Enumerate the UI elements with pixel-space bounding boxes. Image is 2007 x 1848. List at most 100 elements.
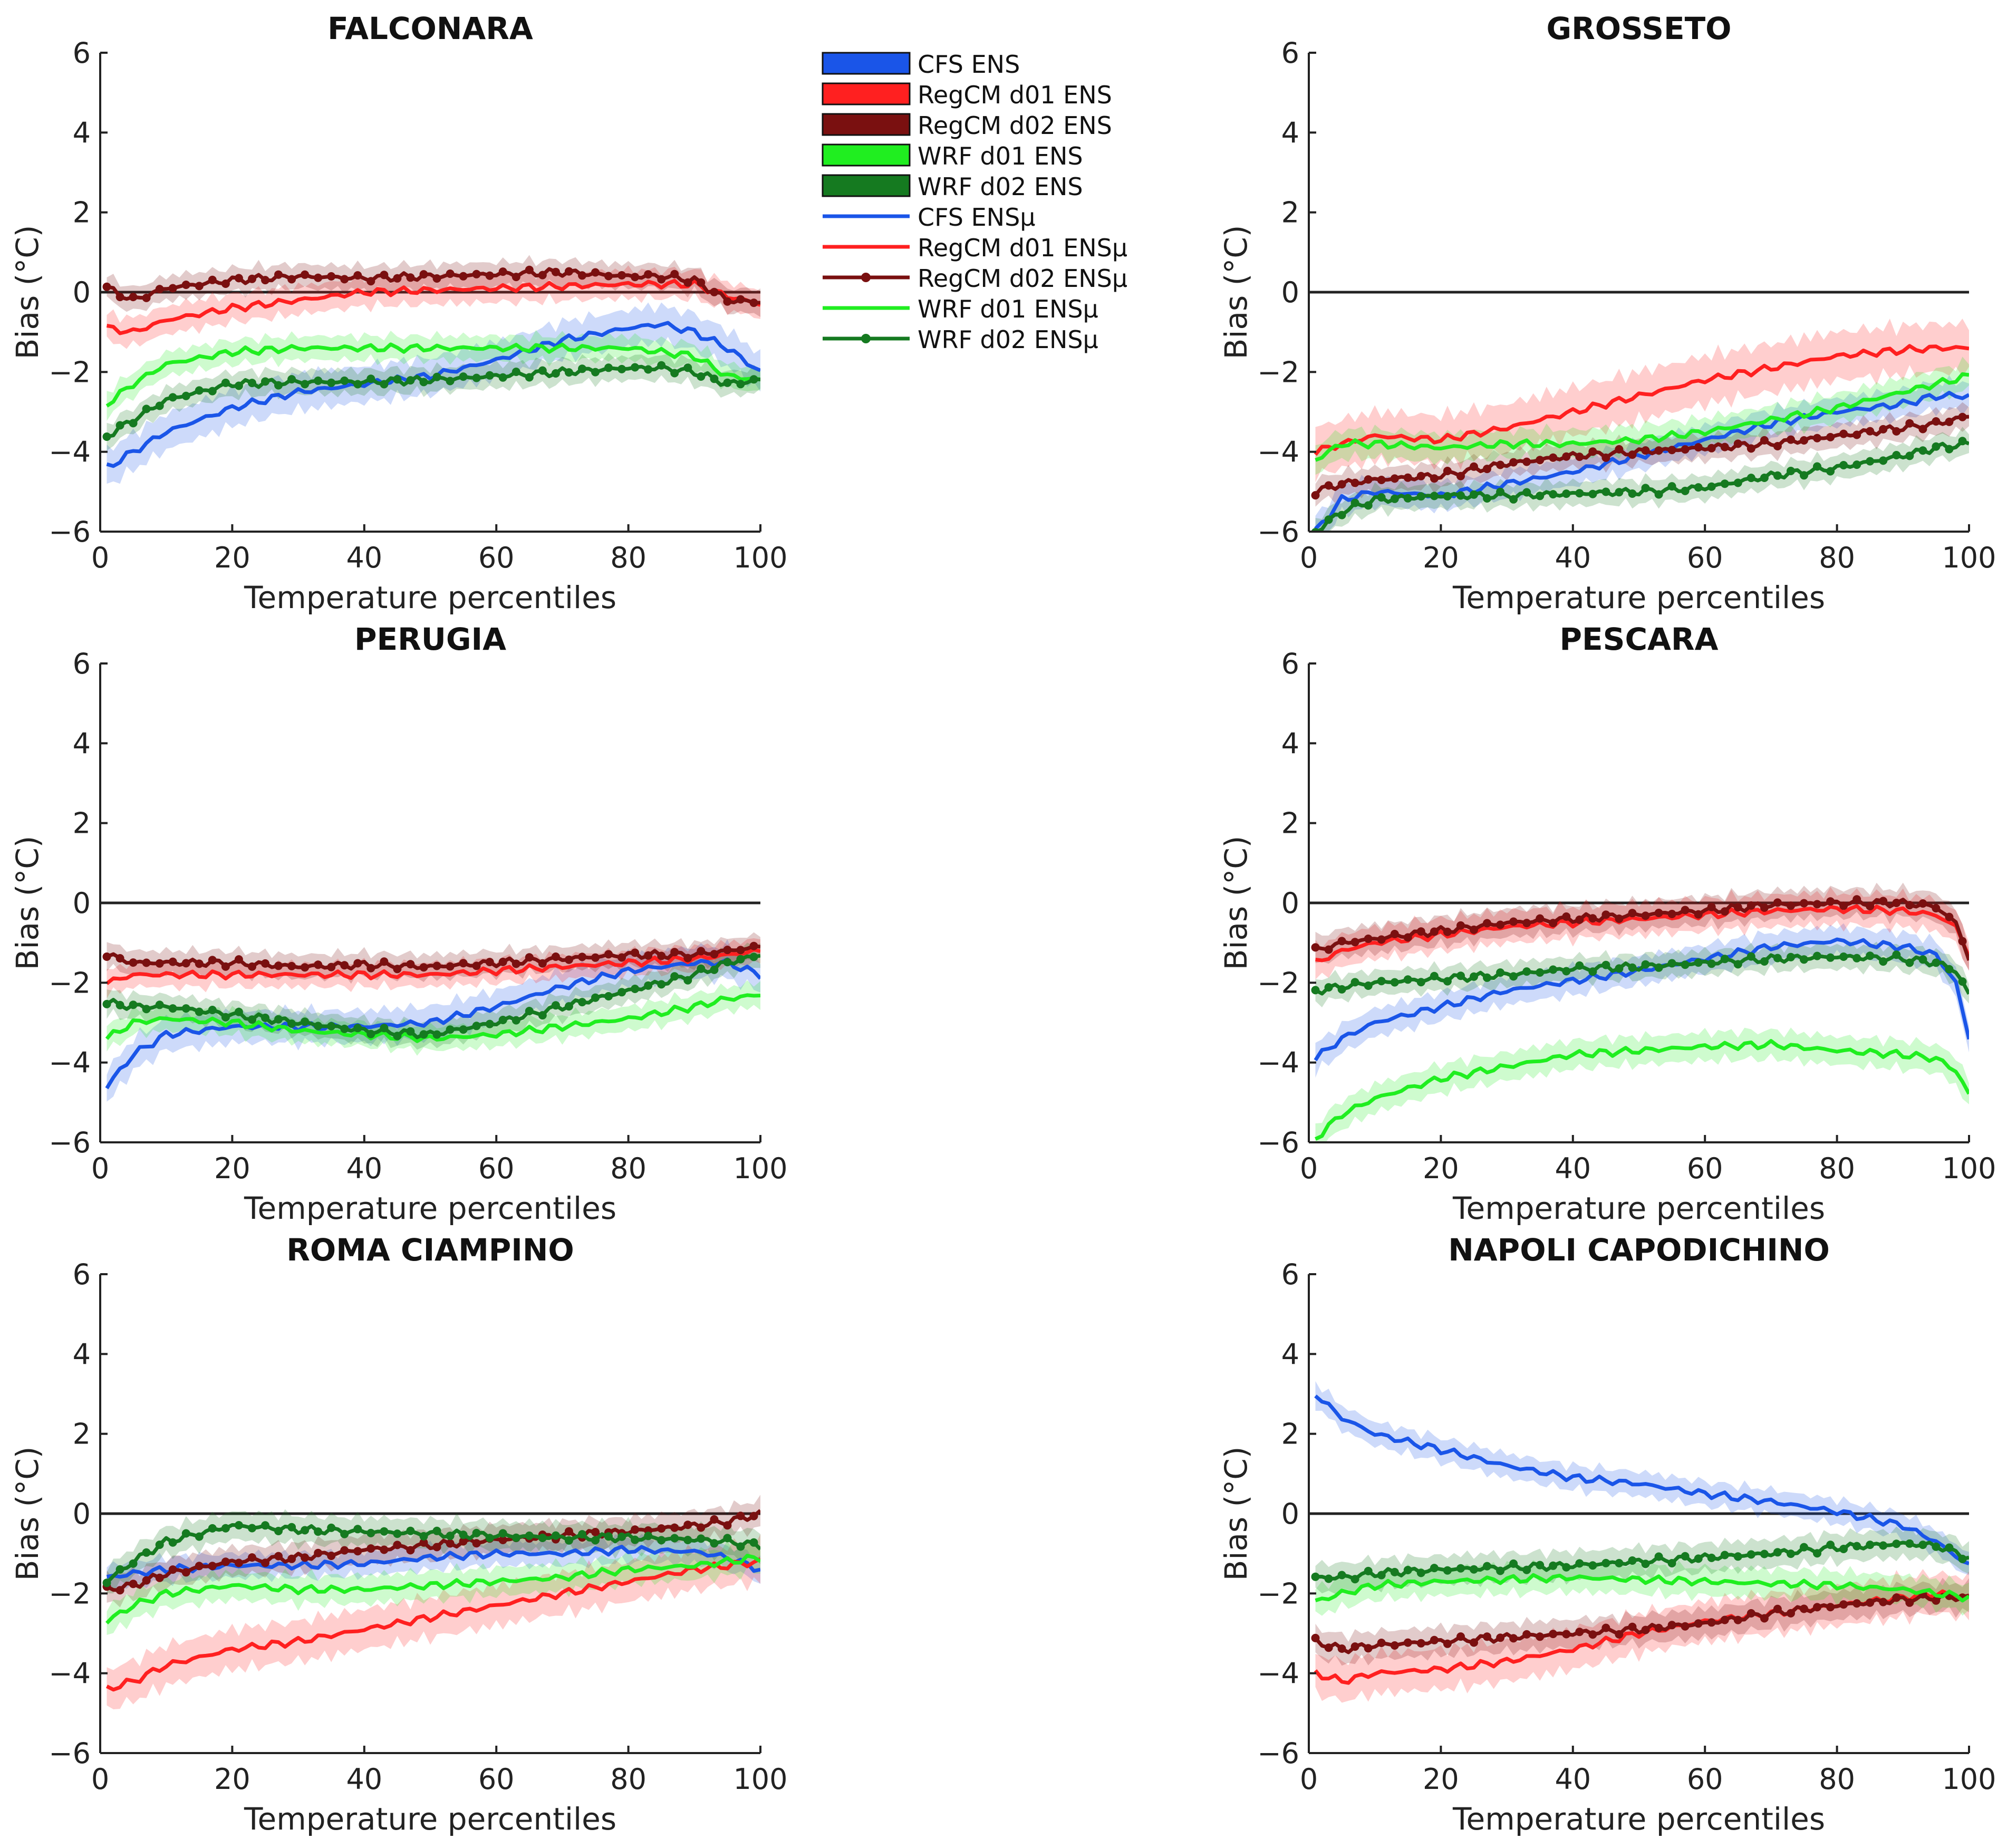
x-tick-label: 40 [346, 541, 382, 574]
legend-label: CFS ENSμ [918, 203, 1036, 232]
data-point [1641, 484, 1650, 493]
data-point [1641, 960, 1650, 969]
data-point [697, 964, 706, 973]
data-point [1364, 935, 1373, 943]
data-point [353, 1024, 362, 1033]
data-point [1337, 1644, 1346, 1653]
data-point [498, 267, 507, 276]
y-tick-label: −2 [1257, 1577, 1299, 1610]
data-point [1694, 1619, 1703, 1628]
x-tick-label: 0 [1300, 541, 1318, 574]
data-point [1509, 972, 1518, 981]
y-tick-label: −2 [1257, 966, 1299, 999]
data-point [1667, 446, 1676, 455]
data-point [261, 1013, 269, 1022]
legend-label: RegCM d02 ENS [918, 111, 1112, 140]
data-point [1588, 914, 1597, 923]
band-regcm-d01-ens [107, 265, 760, 349]
data-point [1760, 474, 1769, 482]
chart-title: GROSSETO [1546, 11, 1731, 46]
data-point [168, 393, 177, 402]
data-point [393, 274, 402, 283]
data-point [1773, 442, 1782, 450]
data-point [1416, 471, 1425, 480]
data-point [419, 1030, 428, 1039]
data-point [564, 1527, 573, 1536]
data-point [591, 268, 600, 277]
data-point [459, 1531, 468, 1539]
data-point [1430, 474, 1439, 483]
data-point [1522, 488, 1531, 497]
data-point [221, 378, 230, 387]
data-point [221, 280, 230, 288]
x-tick-label: 20 [214, 1152, 250, 1185]
data-point [168, 284, 177, 293]
markers-regcm-d02-ens [102, 941, 758, 974]
data-point [1905, 419, 1914, 428]
data-point [1839, 461, 1848, 469]
data-point [115, 1565, 124, 1574]
data-point [1324, 1643, 1333, 1652]
markers-wrf-d02-ens [102, 952, 758, 1041]
data-point [1707, 1618, 1716, 1627]
data-point [1720, 1551, 1729, 1560]
data-point [1852, 460, 1861, 469]
data-point [287, 1554, 296, 1563]
data-point [287, 1523, 296, 1532]
data-point [644, 365, 653, 374]
data-point [736, 955, 745, 964]
data-point [1364, 1644, 1373, 1653]
data-point [1324, 515, 1333, 524]
data-point [485, 1534, 494, 1543]
legend-item-regcm-d01-ens: RegCM d01 ENS [822, 81, 1112, 109]
data-point [710, 1515, 719, 1524]
data-point [1350, 1575, 1359, 1584]
data-point [1364, 501, 1373, 510]
data-point [234, 274, 243, 283]
data-point [1826, 1603, 1835, 1612]
data-point [1879, 897, 1888, 906]
data-point [406, 960, 415, 969]
data-point [1667, 1621, 1676, 1630]
data-point [393, 965, 402, 974]
data-point [208, 275, 217, 284]
data-point [129, 1559, 138, 1568]
legend-swatch [822, 52, 911, 75]
data-point [1522, 1565, 1531, 1574]
data-point [564, 1536, 573, 1545]
data-point [459, 272, 468, 281]
data-point [1377, 476, 1386, 484]
data-point [393, 1541, 402, 1549]
data-point [1866, 902, 1875, 911]
data-point [327, 1552, 336, 1560]
legend-label: WRF d02 ENSμ [918, 325, 1098, 354]
data-point [1654, 1623, 1663, 1632]
data-point [683, 1520, 692, 1529]
data-point [485, 371, 494, 380]
data-point [1443, 1566, 1452, 1575]
data-point [1866, 427, 1875, 436]
data-point [1430, 1635, 1439, 1644]
legend-item-wrf-d01-ens: WRF d01 ENSμ [823, 295, 1098, 323]
data-point [1905, 958, 1914, 967]
data-point [1403, 1566, 1412, 1574]
data-point [234, 1521, 243, 1529]
data-point [1496, 487, 1505, 496]
data-point [446, 1539, 455, 1548]
y-tick-label: 0 [1281, 887, 1299, 920]
data-point [1945, 1543, 1954, 1552]
data-point [1403, 975, 1412, 984]
y-tick-label: 2 [1281, 1418, 1299, 1451]
data-point [340, 1546, 349, 1555]
data-point [1509, 1559, 1518, 1568]
data-point [366, 1544, 375, 1553]
data-point [723, 958, 732, 967]
data-point [1787, 435, 1795, 444]
data-point [1681, 486, 1690, 495]
chart-roma-ciampino: 0 20 40 60 80 100 −6 −4 −2 0 2 4 6 ROMA CIAMPINO Tempe… [9, 1232, 788, 1837]
data-point [419, 270, 428, 279]
data-point [129, 293, 138, 302]
plot-area [100, 901, 760, 1102]
plot-area [100, 1495, 760, 1709]
data-point [1773, 471, 1782, 480]
